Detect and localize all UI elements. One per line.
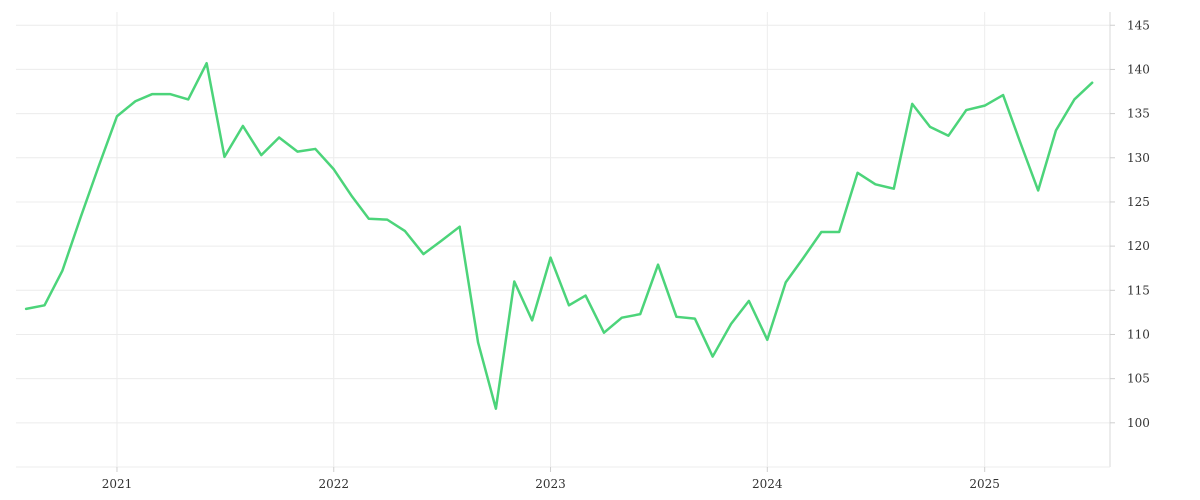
vertical-grid (116, 12, 986, 467)
y-tick-label: 145 (1127, 18, 1150, 32)
y-tick-label: 110 (1127, 327, 1150, 341)
axes (16, 12, 1111, 468)
y-tick-label: 135 (1127, 107, 1150, 121)
y-tick-label: 130 (1127, 151, 1150, 165)
series-layer (24, 61, 1094, 410)
series-line (24, 61, 1094, 410)
x-tick-label: 2022 (318, 477, 349, 491)
x-tick-label: 2023 (535, 477, 566, 491)
x-tick-label: 2021 (102, 477, 133, 491)
y-tick-label: 105 (1127, 372, 1150, 386)
y-tick-label: 120 (1127, 239, 1150, 253)
y-tick-label: 125 (1127, 195, 1150, 209)
x-axis-ticks: 2021 2022 2023 2024 2025 (102, 467, 1000, 491)
y-tick-label: 100 (1127, 416, 1150, 430)
x-tick-label: 2025 (969, 477, 1000, 491)
y-axis-ticks: 100 105 110 115 120 125 130 135 140 145 (1110, 18, 1150, 430)
horizontal-grid (16, 24, 1110, 424)
y-tick-label: 115 (1127, 283, 1150, 297)
y-tick-label: 140 (1127, 62, 1150, 76)
x-tick-label: 2024 (752, 477, 783, 491)
